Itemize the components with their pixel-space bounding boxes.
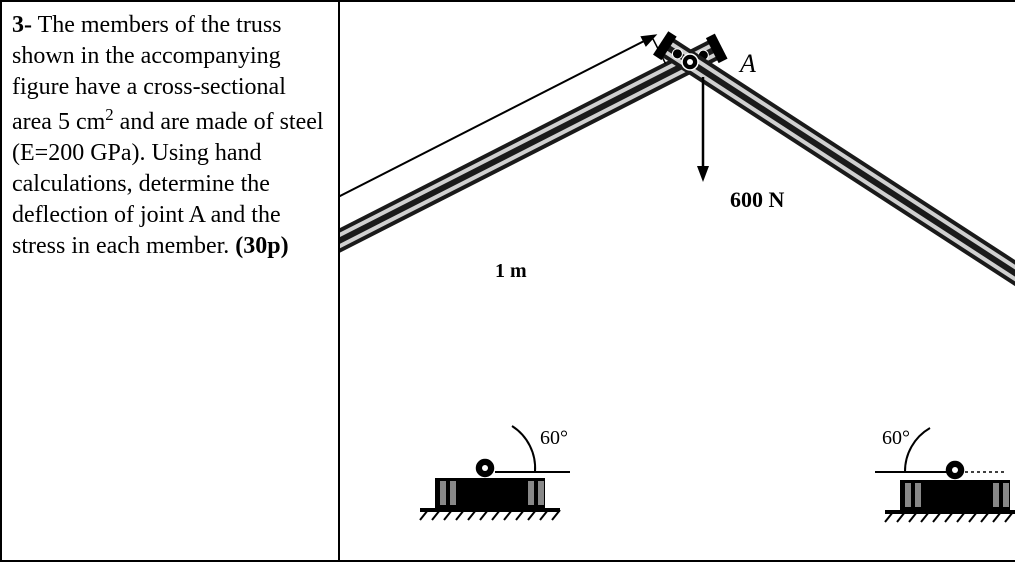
left-support	[420, 458, 560, 520]
joint-a-label: A	[738, 49, 756, 78]
figure-column: A 600 N 1 m	[340, 2, 1015, 560]
page-container: 3- The members of the truss shown in the…	[0, 0, 1015, 562]
right-angle-label: 60°	[882, 427, 910, 449]
joint-a-hole	[687, 59, 693, 65]
problem-points: (30p)	[235, 233, 288, 259]
load-label: 600 N	[730, 187, 785, 212]
truss-figure: A 600 N 1 m	[340, 2, 1015, 562]
left-member	[340, 34, 728, 284]
superscript-2: 2	[105, 105, 113, 124]
load-arrow	[697, 77, 709, 182]
problem-text-column: 3- The members of the truss shown in the…	[2, 2, 340, 560]
left-angle-label: 60°	[540, 427, 568, 449]
problem-number: 3-	[12, 12, 32, 38]
dimension-label: 1 m	[495, 260, 527, 282]
right-member	[653, 31, 1015, 330]
